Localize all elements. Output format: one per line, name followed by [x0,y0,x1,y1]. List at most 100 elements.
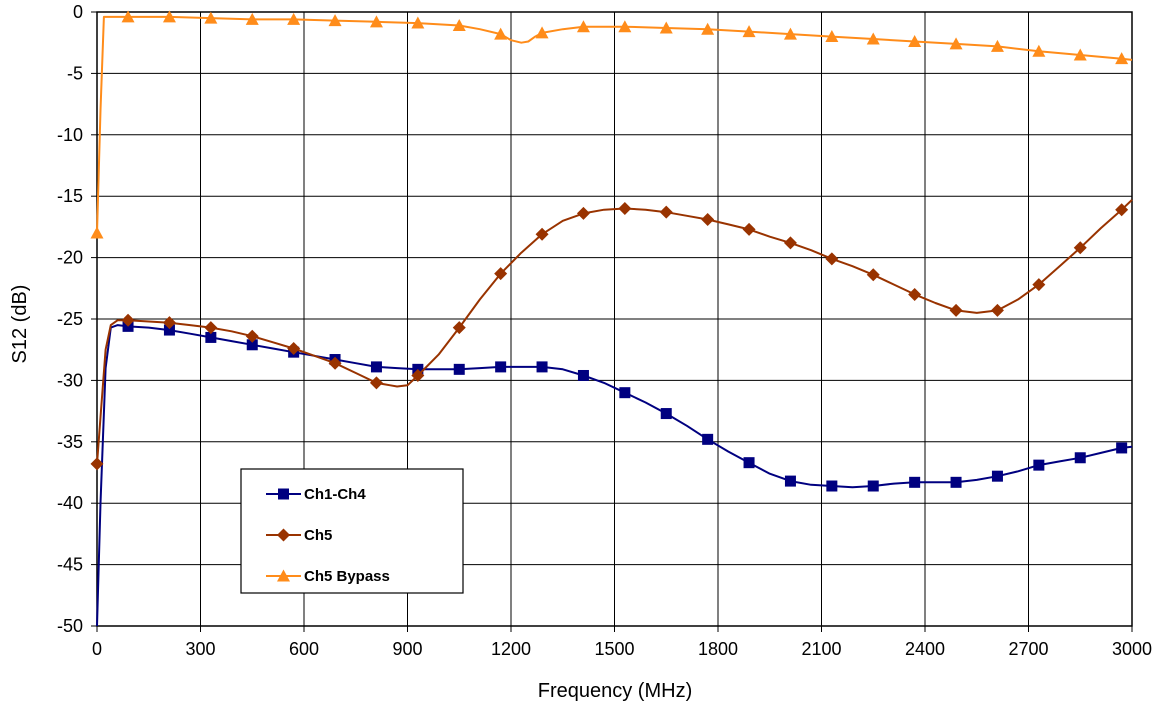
marker-ch1-ch4 [660,408,672,420]
legend-swatch-marker-ch5-bypass [277,569,290,582]
y-tick-label: -45 [57,555,83,575]
x-tick-label: 300 [185,639,215,659]
marker-ch5 [287,341,301,355]
x-tick-label: 1200 [491,639,531,659]
marker-ch5-bypass [535,26,549,39]
marker-ch5 [535,227,549,241]
line-ch5 [96,199,1133,464]
marker-ch5-bypass [908,34,922,47]
y-tick-label: -20 [57,248,83,268]
marker-ch5 [411,368,425,382]
marker-ch1-ch4 [536,361,548,373]
y-tick-label: 0 [73,2,83,22]
marker-ch5 [908,287,922,301]
marker-ch5-bypass [949,37,963,50]
marker-ch5-bypass [783,27,797,40]
series-ch5-bypass [90,10,1133,239]
marker-ch5-bypass [369,15,383,28]
marker-ch1-ch4 [991,470,1003,482]
marker-ch1-ch4 [784,475,796,487]
marker-ch5-bypass [1032,44,1046,57]
y-tick-label: -15 [57,186,83,206]
marker-ch5 [825,252,839,266]
marker-ch5-bypass [90,226,104,239]
marker-ch1-ch4 [577,369,589,381]
marker-ch5-bypass [866,32,880,45]
marker-ch5 [949,303,963,317]
legend-swatch-marker-ch1-ch4 [278,488,289,500]
marker-ch5 [1115,203,1129,217]
marker-ch1-ch4 [205,331,217,343]
marker-ch5-bypass [825,30,839,43]
legend-label-ch1-ch4: Ch1-Ch4 [304,486,366,503]
marker-ch5-bypass [576,20,590,33]
legend-label-ch5-bypass: Ch5 Bypass [304,568,390,585]
x-tick-label: 2700 [1008,639,1048,659]
marker-ch1-ch4 [702,433,714,445]
marker-ch5 [990,303,1004,317]
marker-ch5 [866,268,880,282]
y-tick-label: -50 [57,616,83,636]
marker-ch5-bypass [411,16,425,29]
y-tick-label: -30 [57,370,83,390]
marker-ch5-bypass [162,10,176,23]
marker-ch1-ch4 [909,476,921,488]
marker-ch5-bypass [659,21,673,34]
marker-ch5 [245,329,259,343]
x-axis-title: Frequency (MHz) [538,680,692,702]
marker-ch5-bypass [452,19,466,32]
marker-ch1-ch4 [370,361,382,373]
marker-ch1-ch4 [826,480,838,492]
marker-ch1-ch4 [1116,442,1128,454]
marker-ch1-ch4 [163,324,175,336]
legend-label-ch5: Ch5 [304,527,332,544]
marker-ch5 [328,356,342,370]
marker-ch1-ch4 [1033,459,1045,471]
marker-ch5 [618,201,632,215]
marker-ch5-bypass [701,22,715,35]
legend: Ch1-Ch4 Ch5 Ch5 Bypass [240,468,464,594]
marker-ch1-ch4 [246,339,258,351]
marker-ch5 [204,321,218,335]
y-tick-label: -40 [57,493,83,513]
marker-ch5-bypass [494,27,508,40]
y-axis-title: S12 (dB) [9,285,31,364]
x-tick-label: 1500 [594,639,634,659]
marker-ch1-ch4 [867,480,879,492]
legend-swatch-marker-ch5 [277,528,290,542]
marker-ch1-ch4 [1074,452,1086,464]
marker-ch5 [121,313,135,327]
marker-ch5-bypass [204,11,218,24]
series-ch5 [90,199,1133,471]
marker-ch1-ch4 [950,476,962,488]
series-ch1-ch4 [96,320,1133,627]
marker-ch5 [701,213,715,227]
marker-ch5-bypass [121,10,135,23]
x-tick-label: 900 [392,639,422,659]
marker-ch5 [1073,241,1087,255]
x-tick-label: 2400 [905,639,945,659]
marker-ch5 [369,376,383,390]
marker-ch1-ch4 [619,387,631,399]
y-axis-ticks: 0 -5 -10 -15 -20 -25 -30 -35 -40 -45 -50 [57,2,97,636]
marker-ch5 [783,236,797,250]
marker-ch5 [162,316,176,330]
y-tick-label: -10 [57,125,83,145]
marker-ch5 [452,321,466,335]
marker-ch5-bypass [990,39,1004,52]
marker-ch5 [659,205,673,219]
x-tick-label: 0 [92,639,102,659]
marker-ch5-bypass [742,25,756,38]
y-tick-label: -25 [57,309,83,329]
y-tick-label: -5 [67,63,83,83]
marker-ch5 [90,457,104,471]
x-axis-ticks: 0 300 600 900 1200 1500 1800 2100 2400 2700 3000 [92,626,1152,659]
marker-ch1-ch4 [495,361,507,373]
marker-ch5 [742,222,756,236]
x-tick-label: 2100 [801,639,841,659]
marker-ch5-bypass [618,20,632,33]
y-tick-label: -35 [57,432,83,452]
marker-ch5 [1032,278,1046,292]
marker-ch5-bypass [1115,52,1129,65]
